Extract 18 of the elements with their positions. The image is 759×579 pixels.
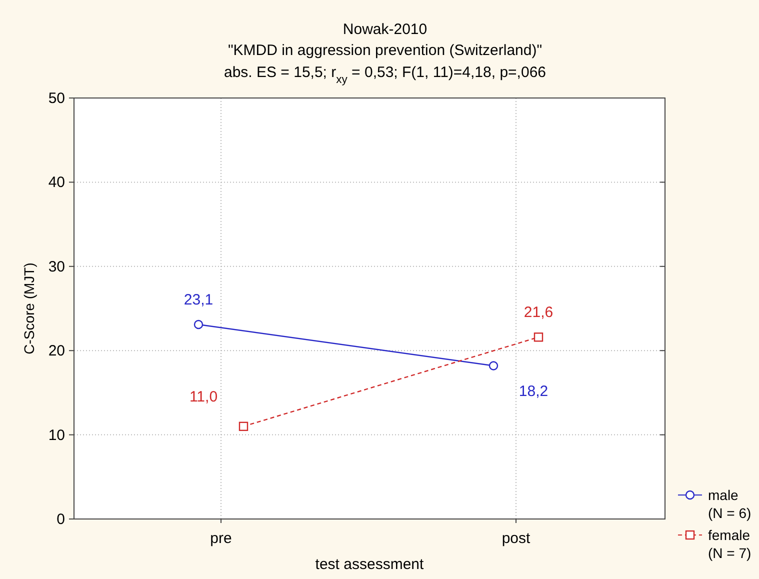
data-label: 11,0: [189, 388, 218, 406]
chart-subtitle: "KMDD in aggression prevention (Switzerland)" abs. ES = 15,5; r$_{xy}$ = 0,53; F(1, 11)=4,18, p=,066: [224, 42, 546, 86]
legend-label: female (N = 7): [708, 527, 752, 561]
y-tick-label: 10: [48, 426, 65, 444]
y-tick-label: 40: [48, 174, 65, 192]
legend-label: male (N = 6): [708, 487, 752, 521]
x-tick-label: post: [502, 530, 532, 547]
data-label: 23,1: [184, 292, 214, 308]
data-label: 18,2: [518, 382, 548, 400]
y-tick-label: 30: [48, 258, 65, 276]
y-tick-label: 0: [56, 511, 65, 528]
data-label: 21,6: [524, 304, 554, 322]
y-tick-label: 50: [48, 90, 65, 107]
y-tick-label: 20: [48, 342, 65, 360]
x-axis-title: test assessment: [315, 556, 425, 573]
chart-title: Nowak-2010: [342, 21, 428, 38]
y-axis-title: C-Score (MJT): [21, 262, 37, 354]
x-tick-label: pre: [210, 530, 232, 547]
